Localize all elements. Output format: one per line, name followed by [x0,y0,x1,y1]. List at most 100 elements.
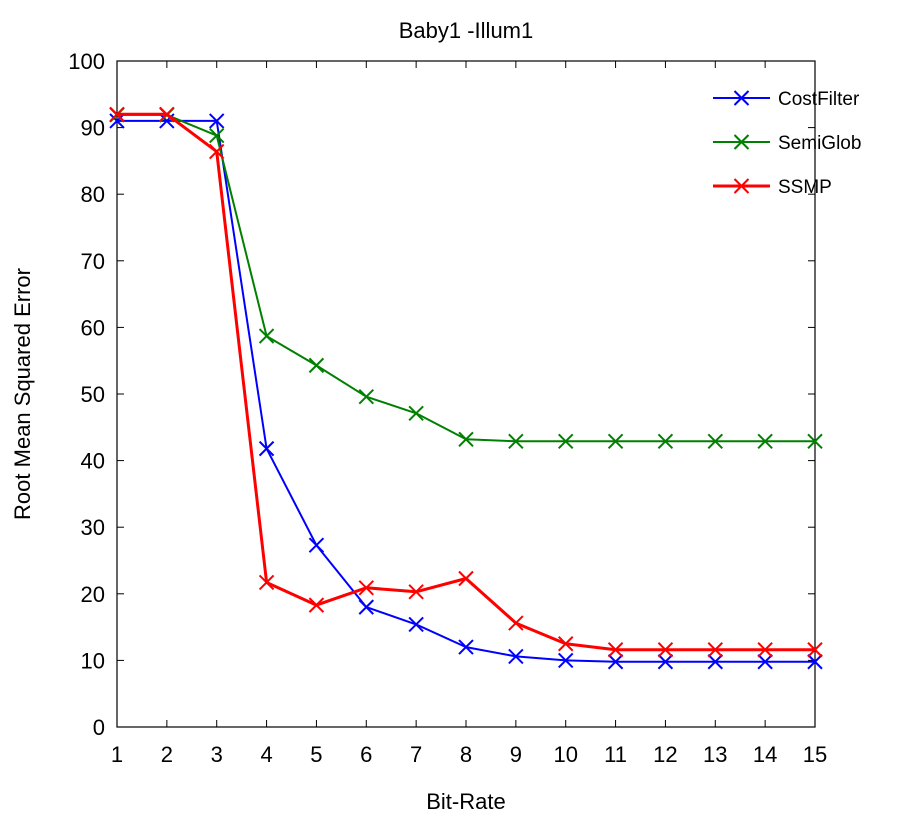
data-point-costfilter [109,113,125,129]
data-point-costfilter-stroke-b [757,654,773,670]
data-point-ssmp [458,570,474,587]
x-tick-label: 14 [753,742,777,767]
legend-label-semiglob: SemiGlob [778,133,861,154]
data-point-semiglob [607,433,624,449]
data-point-costfilter [657,654,674,670]
data-point-costfilter-stroke-b [607,654,624,670]
data-point-costfilter [258,440,275,457]
x-tick-label: 10 [553,742,577,767]
data-point-semiglob [308,357,325,374]
data-point-ssmp [358,580,374,596]
data-point-costfilter-stroke-b [258,440,275,457]
data-point-semiglob [707,433,723,449]
data-point-semiglob [358,388,374,405]
data-point-semiglob-stroke-b [358,388,374,405]
data-point-ssmp-stroke-b [458,570,474,587]
data-point-semiglob-stroke-b [508,433,524,449]
data-point-ssmp-stroke-b [508,615,524,631]
data-point-ssmp-stroke-b [757,642,773,658]
data-point-ssmp-stroke-b [258,574,275,591]
x-tick-label: 3 [211,742,223,767]
y-tick-label: 30 [81,515,105,540]
data-point-costfilter-stroke-b [209,113,225,129]
legend-marker-semiglob [733,134,750,150]
x-tick-label: 5 [310,742,322,767]
data-point-ssmp-stroke-b [159,106,175,122]
data-point-costfilter [607,654,624,670]
data-point-ssmp-stroke-b [408,584,424,600]
data-point-costfilter-stroke-b [807,654,823,670]
data-point-costfilter [558,652,574,669]
data-point-semiglob [657,433,674,449]
data-point-semiglob-stroke-b [408,405,424,422]
x-tick-label: 15 [803,742,827,767]
data-point-semiglob-stroke-b [458,431,474,447]
data-point-costfilter-stroke-b [358,599,374,615]
x-axis-label: Bit-Rate [426,789,505,814]
y-tick-label: 70 [81,249,105,274]
data-point-ssmp-stroke-b [607,642,624,658]
data-point-costfilter-stroke-b [657,654,674,670]
y-tick-label: 0 [93,715,105,740]
data-point-ssmp-stroke-b [109,106,125,122]
y-tick-label: 10 [81,648,105,673]
data-point-semiglob-stroke-b [258,328,275,344]
data-point-costfilter [458,639,474,655]
data-point-costfilter [408,616,424,633]
data-point-semiglob [807,433,823,449]
data-point-semiglob-stroke-b [807,433,823,449]
x-tick-label: 1 [111,742,123,767]
data-point-costfilter-stroke-b [308,537,325,553]
legend-label-costfilter: CostFilter [778,89,860,110]
data-point-semiglob-stroke-b [607,433,624,449]
data-point-costfilter [358,599,374,615]
legend-marker-costfilter [733,90,750,106]
data-point-ssmp [807,642,823,658]
data-point-ssmp-stroke-b [358,580,374,596]
data-point-ssmp-stroke-b [209,143,225,160]
legend-marker-ssmp-stroke-b [733,178,750,194]
data-point-semiglob-stroke-b [657,433,674,449]
chart-title: Baby1 -Illum1 [399,18,534,43]
y-tick-label: 50 [81,382,105,407]
data-point-costfilter-stroke-b [508,648,524,665]
x-tick-label: 6 [360,742,372,767]
legend-label-ssmp: SSMP [778,177,832,198]
x-tick-label: 7 [410,742,422,767]
x-tick-label: 2 [161,742,173,767]
data-point-costfilter [807,654,823,670]
data-point-costfilter [209,113,225,129]
data-point-ssmp [757,642,773,658]
y-tick-label: 100 [68,49,105,74]
x-tick-label: 11 [604,742,627,767]
data-point-costfilter-stroke-b [458,639,474,655]
data-point-ssmp [657,642,674,658]
x-tick-label: 9 [510,742,522,767]
data-point-semiglob [558,433,574,449]
x-tick-label: 12 [653,742,677,767]
x-tick-label: 13 [703,742,727,767]
data-point-ssmp [408,584,424,600]
data-point-costfilter [308,537,325,553]
data-point-semiglob-stroke-b [707,433,723,449]
legend: CostFilter SemiGlob SSMP [713,89,861,198]
data-point-ssmp [109,106,125,122]
data-point-ssmp-stroke-b [558,636,574,652]
legend-marker-costfilter-stroke-b [733,90,750,106]
data-point-ssmp-stroke-b [308,597,325,613]
data-point-costfilter [757,654,773,670]
x-tick-label: 8 [460,742,472,767]
y-tick-label: 40 [81,449,105,474]
data-point-semiglob [258,328,275,344]
data-point-ssmp [159,106,175,122]
data-point-costfilter [707,654,723,670]
data-point-costfilter-stroke-b [558,652,574,669]
data-point-semiglob [757,433,773,449]
data-point-ssmp [508,615,524,631]
data-point-ssmp-stroke-b [707,642,723,658]
data-point-ssmp-stroke-b [807,642,823,658]
data-point-ssmp [209,143,225,160]
data-point-costfilter-stroke-b [408,616,424,633]
y-axis-label: Root Mean Squared Error [10,268,35,520]
